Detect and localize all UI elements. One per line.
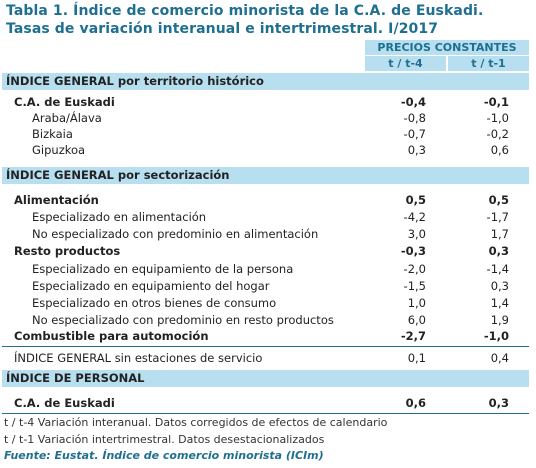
value-interanual: -0,4 (400, 95, 426, 109)
value-intertrimestral: 0,4 (490, 351, 509, 365)
value-interanual: 0,5 (405, 193, 426, 207)
note-intertrimestral: t / t-1 Variación intertrimestral. Datos… (4, 433, 325, 446)
row-label: No especializado con predominio en alime… (32, 227, 319, 241)
row-label: Bizkaia (32, 127, 73, 141)
section-label: ÍNDICE GENERAL por territorio histórico (6, 74, 264, 88)
header-col-intertrimestral: t / t-1 (448, 56, 529, 71)
value-interanual: -1,5 (403, 279, 426, 293)
table-row: Especializado en otros bienes de consumo… (2, 295, 529, 312)
row-label: C.A. de Euskadi (14, 396, 115, 410)
value-intertrimestral: 1,9 (490, 313, 509, 327)
section-label: ÍNDICE GENERAL por sectorización (6, 168, 230, 182)
value-intertrimestral: -0,2 (486, 127, 509, 141)
value-interanual: -2,0 (403, 262, 426, 276)
value-interanual: -0,8 (403, 111, 426, 125)
table-row: No especializado con predominio en alime… (2, 226, 529, 243)
table-row: Bizkaia -0,7 -0,2 (2, 126, 529, 143)
value-interanual: -4,2 (403, 210, 426, 224)
value-intertrimestral: 0,6 (490, 143, 509, 157)
value-intertrimestral: -1,7 (486, 210, 509, 224)
row-label: Resto productos (14, 244, 121, 258)
value-interanual: 1,0 (407, 296, 426, 310)
table-row: C.A. de Euskadi 0,6 0,3 (2, 395, 529, 412)
value-interanual: 3,0 (407, 227, 426, 241)
row-label: Especializado en otros bienes de consumo (32, 296, 277, 310)
table-row: Especializado en equipamiento del hogar … (2, 278, 529, 295)
row-label: Especializado en equipamiento de la pers… (32, 262, 294, 276)
header-col-interanual: t / t-4 (365, 56, 446, 71)
table-bottom-border (2, 413, 529, 414)
table-title: Tabla 1. Índice de comercio minorista de… (6, 2, 483, 38)
note-interanual: t / t-4 Variación interanual. Datos corr… (4, 416, 388, 429)
table-row: Especializado en equipamiento de la pers… (2, 261, 529, 278)
table-row: Especializado en alimentación -4,2 -1,7 (2, 209, 529, 226)
header-precios-constantes: PRECIOS CONSTANTES (365, 40, 529, 55)
value-intertrimestral: 0,3 (490, 279, 509, 293)
section-label: ÍNDICE DE PERSONAL (6, 371, 145, 385)
value-interanual: -0,3 (400, 244, 426, 258)
table-title-line1: Tabla 1. Índice de comercio minorista de… (6, 3, 484, 19)
value-intertrimestral: 1,7 (490, 227, 509, 241)
row-divider (2, 346, 529, 347)
row-label: Araba/Álava (32, 111, 102, 125)
value-interanual: -2,7 (400, 329, 426, 343)
row-label: ÍNDICE GENERAL sin estaciones de servici… (14, 351, 263, 365)
value-intertrimestral: 0,5 (488, 193, 509, 207)
value-intertrimestral: -0,1 (483, 95, 509, 109)
value-intertrimestral: -1,0 (486, 111, 509, 125)
value-intertrimestral: 0,3 (488, 396, 509, 410)
value-interanual: -0,7 (403, 127, 426, 141)
table-row: Gipuzkoa 0,3 0,6 (2, 142, 529, 159)
table-row: No especializado con predominio en resto… (2, 312, 529, 329)
table-row: Araba/Álava -0,8 -1,0 (2, 110, 529, 127)
value-intertrimestral: -1,4 (486, 262, 509, 276)
value-intertrimestral: 1,4 (490, 296, 509, 310)
section-territorio: ÍNDICE GENERAL por territorio histórico (2, 73, 529, 90)
value-interanual: 0,3 (407, 143, 426, 157)
value-interanual: 0,1 (407, 351, 426, 365)
value-intertrimestral: 0,3 (488, 244, 509, 258)
source-note: Fuente: Eustat. Índice de comercio minor… (4, 449, 324, 462)
section-sectorizacion: ÍNDICE GENERAL por sectorización (2, 167, 529, 184)
table-row: Alimentación 0,5 0,5 (2, 192, 529, 209)
row-label: C.A. de Euskadi (14, 95, 115, 109)
row-label: No especializado con predominio en resto… (32, 313, 334, 327)
row-label: Combustible para automoción (14, 329, 209, 343)
table-row: C.A. de Euskadi -0,4 -0,1 (2, 94, 529, 111)
value-interanual: 0,6 (405, 396, 426, 410)
table-row: ÍNDICE GENERAL sin estaciones de servici… (2, 350, 529, 367)
table-row: Combustible para automoción -2,7 -1,0 (2, 328, 529, 345)
row-label: Especializado en alimentación (32, 210, 207, 224)
value-interanual: 6,0 (407, 313, 426, 327)
table-row: Resto productos -0,3 0,3 (2, 243, 529, 260)
row-label: Especializado en equipamiento del hogar (32, 279, 270, 293)
table-title-line2: Tasas de variación interanual e intertri… (6, 21, 439, 37)
section-personal: ÍNDICE DE PERSONAL (2, 370, 529, 387)
row-label: Alimentación (14, 193, 99, 207)
row-label: Gipuzkoa (32, 143, 86, 157)
value-intertrimestral: -1,0 (483, 329, 509, 343)
